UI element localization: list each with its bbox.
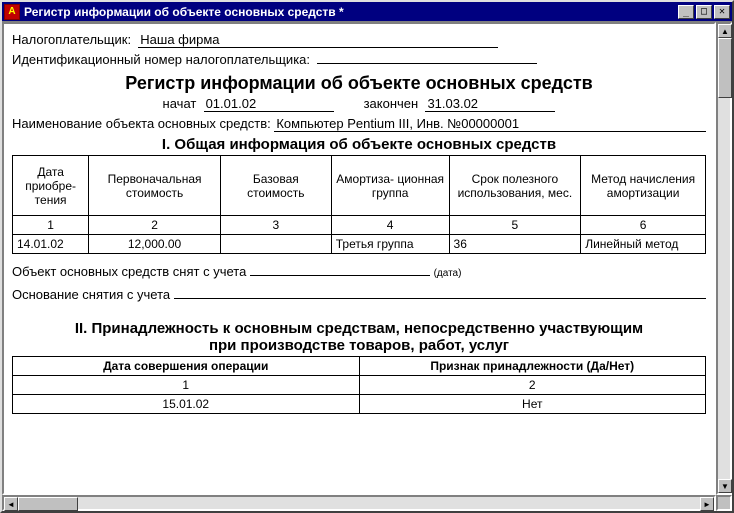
t2-n2: 2 bbox=[359, 376, 706, 395]
scroll-thumb-h[interactable] bbox=[18, 497, 78, 511]
taxpayer-value: Наша фирма bbox=[138, 32, 498, 48]
table2: Дата совершения операции Признак принадл… bbox=[12, 356, 706, 414]
t1-h2: Первоначальная стоимость bbox=[89, 156, 221, 216]
object-value: Компьютер Pentium III, Инв. №00000001 bbox=[274, 116, 706, 132]
t1-n6: 6 bbox=[581, 216, 706, 235]
t2-n1: 1 bbox=[13, 376, 360, 395]
t1-h3: Базовая стоимость bbox=[220, 156, 331, 216]
dereg-date bbox=[250, 262, 430, 276]
scroll-right-button[interactable]: ► bbox=[700, 497, 714, 511]
maximize-button[interactable]: □ bbox=[696, 5, 712, 19]
t1-h5: Срок полезного использования, мес. bbox=[449, 156, 581, 216]
t2-h1: Дата совершения операции bbox=[13, 357, 360, 376]
table1-header-row: Дата приобре- тения Первоначальная стоим… bbox=[13, 156, 706, 216]
section2-title-l1: II. Принадлежность к основным средствам,… bbox=[12, 320, 706, 337]
app-window: А Регистр информации об объекте основных… bbox=[0, 0, 734, 513]
table1-data-row: 14.01.02 12,000.00 Третья группа 36 Лине… bbox=[13, 235, 706, 254]
scroll-track-h[interactable] bbox=[78, 497, 700, 509]
close-button[interactable]: ✕ bbox=[714, 5, 730, 19]
size-grip[interactable] bbox=[716, 495, 732, 511]
end-date: 31.03.02 bbox=[425, 96, 555, 112]
table2-header-row: Дата совершения операции Признак принадл… bbox=[13, 357, 706, 376]
t1-n3: 3 bbox=[220, 216, 331, 235]
scroll-left-button[interactable]: ◄ bbox=[4, 497, 18, 511]
taxpayer-label: Налогоплательщик: bbox=[12, 32, 131, 47]
t1-h1: Дата приобре- тения bbox=[13, 156, 89, 216]
scroll-thumb-v[interactable] bbox=[718, 38, 732, 98]
horizontal-scrollbar[interactable]: ◄ ► bbox=[2, 495, 716, 511]
titlebar: А Регистр информации об объекте основных… bbox=[2, 2, 732, 22]
t2-d1: 15.01.02 bbox=[13, 395, 360, 414]
t1-d2: 12,000.00 bbox=[89, 235, 221, 254]
t1-h4: Амортиза- ционная группа bbox=[331, 156, 449, 216]
table2-numrow: 1 2 bbox=[13, 376, 706, 395]
t1-d5: 36 bbox=[449, 235, 581, 254]
t1-n4: 4 bbox=[331, 216, 449, 235]
dereg-basis-label: Основание снятия с учета bbox=[12, 287, 170, 302]
t1-d3 bbox=[220, 235, 331, 254]
vertical-scrollbar[interactable]: ▲ ▼ bbox=[716, 22, 732, 495]
document-view: Налогоплательщик: Наша фирма Идентификац… bbox=[2, 22, 716, 495]
t2-h2: Признак принадлежности (Да/Нет) bbox=[359, 357, 706, 376]
t1-d1: 14.01.02 bbox=[13, 235, 89, 254]
section2-title-l2: при производстве товаров, работ, услуг bbox=[12, 337, 706, 354]
scroll-up-button[interactable]: ▲ bbox=[718, 24, 732, 38]
t1-n5: 5 bbox=[449, 216, 581, 235]
t2-d2: Нет bbox=[359, 395, 706, 414]
inn-label: Идентификационный номер налогоплательщик… bbox=[12, 52, 310, 67]
inn-value bbox=[317, 50, 537, 64]
dereg-hint: (дата) bbox=[434, 268, 462, 279]
scroll-down-button[interactable]: ▼ bbox=[718, 479, 732, 493]
table1-numrow: 1 2 3 4 5 6 bbox=[13, 216, 706, 235]
window-title: Регистр информации об объекте основных с… bbox=[24, 5, 676, 19]
dereg-label: Объект основных средств снят с учета bbox=[12, 264, 246, 279]
object-label: Наименование объекта основных средств: bbox=[12, 116, 271, 131]
t1-n1: 1 bbox=[13, 216, 89, 235]
table2-data-row: 15.01.02 Нет bbox=[13, 395, 706, 414]
t1-h6: Метод начисления амортизации bbox=[581, 156, 706, 216]
t1-d6: Линейный метод bbox=[581, 235, 706, 254]
minimize-button[interactable]: _ bbox=[678, 5, 694, 19]
dereg-basis-value bbox=[174, 285, 706, 299]
app-icon: А bbox=[4, 4, 20, 20]
start-date: 01.01.02 bbox=[204, 96, 334, 112]
scroll-track-v[interactable] bbox=[718, 98, 730, 479]
document-title: Регистр информации об объекте основных с… bbox=[12, 73, 706, 94]
table1: Дата приобре- тения Первоначальная стоим… bbox=[12, 155, 706, 254]
section1-title: I. Общая информация об объекте основных … bbox=[12, 136, 706, 153]
client-area: Налогоплательщик: Наша фирма Идентификац… bbox=[2, 22, 732, 495]
t1-n2: 2 bbox=[89, 216, 221, 235]
t1-d4: Третья группа bbox=[331, 235, 449, 254]
end-label: закончен bbox=[364, 96, 419, 111]
start-label: начат bbox=[163, 96, 197, 111]
